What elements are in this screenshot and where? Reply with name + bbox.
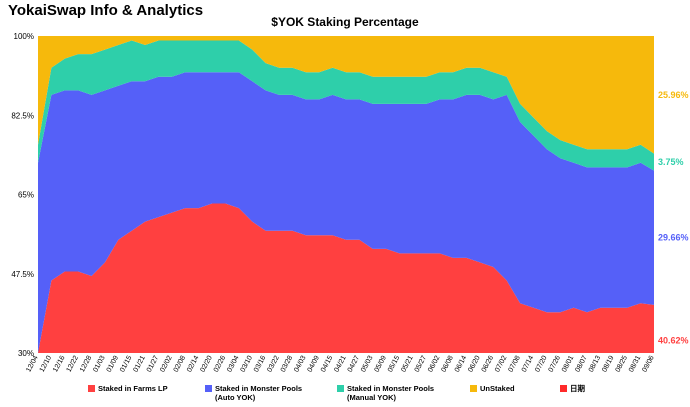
y-tick-label: 100% xyxy=(14,32,34,41)
legend-label: Staked in Monster Pools (Manual YOK) xyxy=(347,384,435,402)
x-axis: 12/0412/1012/1612/2212/2801/0301/0901/15… xyxy=(25,355,655,374)
legend-swatch xyxy=(205,385,212,392)
area-series-0 xyxy=(38,203,654,353)
areas-layer xyxy=(38,36,654,353)
legend-label: Staked in Farms LP xyxy=(98,384,168,393)
legend-swatch xyxy=(560,385,567,392)
legend-label: 日期 xyxy=(570,384,585,393)
area-series-2 xyxy=(38,40,654,171)
end-label-series-0: 40.62% xyxy=(658,335,689,345)
legend-item: Staked in Monster Pools (Manual YOK) xyxy=(337,384,434,402)
legend-swatch xyxy=(470,385,477,392)
legend-label: Staked in Monster Pools (Auto YOK) xyxy=(215,384,303,402)
y-tick-label: 47.5% xyxy=(11,270,34,279)
end-label-series-3: 25.96% xyxy=(658,90,689,100)
y-tick-label: 82.5% xyxy=(11,111,34,120)
app-title: YokaiSwap Info & Analytics xyxy=(8,2,204,19)
legend-item: UnStaked xyxy=(470,384,515,393)
legend-item: 日期 xyxy=(560,384,585,393)
area-series-3 xyxy=(38,36,654,154)
y-axis: 30% 47.5% 65% 82.5% 100% xyxy=(11,32,34,358)
x-tick-label: 09/06 xyxy=(641,355,655,374)
end-value-labels: 40.62% 29.66% 3.75% 25.96% xyxy=(658,90,689,345)
y-tick-label: 30% xyxy=(18,349,34,358)
legend-item: Staked in Monster Pools (Auto YOK) xyxy=(205,384,302,402)
area-series-1 xyxy=(38,72,654,353)
legend-swatch xyxy=(337,385,344,392)
chart-title: $YOK Staking Percentage xyxy=(271,15,419,29)
y-tick-label: 65% xyxy=(18,191,34,200)
legend-item: Staked in Farms LP xyxy=(88,384,168,393)
legend-swatch xyxy=(88,385,95,392)
end-label-series-2: 3.75% xyxy=(658,157,684,167)
end-label-series-1: 29.66% xyxy=(658,233,689,243)
chart-legend: Staked in Farms LP Staked in Monster Pool… xyxy=(0,384,690,406)
legend-label: UnStaked xyxy=(480,384,515,393)
